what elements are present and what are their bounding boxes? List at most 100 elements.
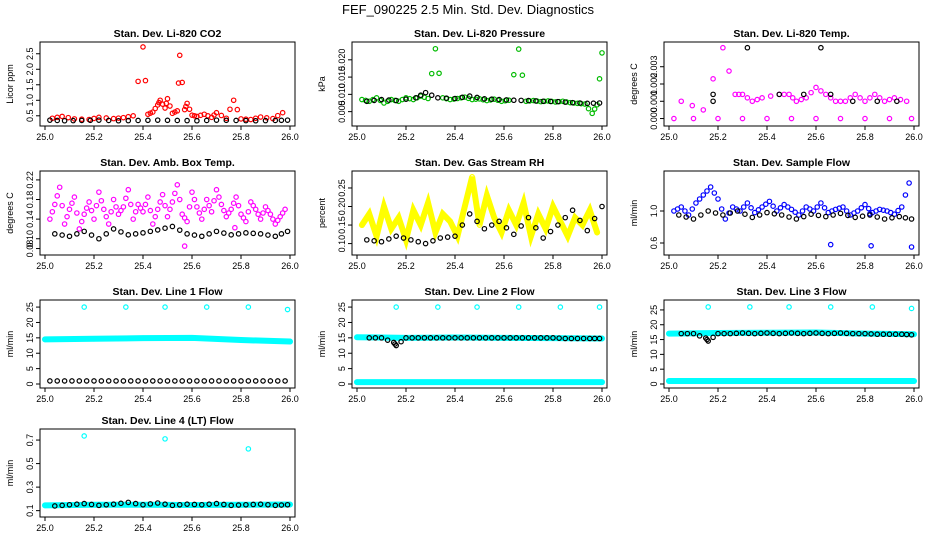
data-point xyxy=(223,115,230,122)
x-tick-label: 25.4 xyxy=(446,261,464,271)
data-point xyxy=(250,501,257,508)
panel-title: Stan. Dev. Line 1 Flow xyxy=(112,286,223,298)
data-point xyxy=(683,214,689,220)
data-point xyxy=(867,212,873,218)
data-point xyxy=(252,378,259,384)
data-point xyxy=(183,103,189,110)
data-point xyxy=(96,189,102,195)
series-series-black xyxy=(47,117,291,124)
data-point xyxy=(813,330,819,336)
data-point xyxy=(189,112,195,118)
data-point xyxy=(147,228,154,235)
data-point xyxy=(574,335,581,342)
x-tick-label: 26.0 xyxy=(593,132,611,142)
data-point xyxy=(474,218,480,225)
panel-title: Stan. Dev. Amb. Box Temp. xyxy=(100,157,235,169)
data-point xyxy=(889,215,895,221)
data-point xyxy=(47,117,53,123)
y-tick-label: 0.08 xyxy=(25,240,35,258)
data-point xyxy=(781,201,787,208)
data-point xyxy=(206,501,212,507)
data-point xyxy=(464,335,471,341)
data-point xyxy=(213,500,220,507)
y-tick-label: 0 xyxy=(649,381,659,386)
data-point xyxy=(199,216,205,222)
data-point xyxy=(537,335,544,341)
data-point xyxy=(874,98,881,105)
data-point xyxy=(203,117,210,124)
data-point xyxy=(284,228,291,235)
y-tick-label: 2.5 xyxy=(25,47,35,60)
data-point xyxy=(585,105,592,112)
data-point xyxy=(186,106,193,113)
data-point xyxy=(599,50,605,56)
data-point xyxy=(213,117,220,123)
panel-title: Stan. Dev. Line 3 Flow xyxy=(736,286,847,298)
data-point xyxy=(234,106,241,113)
data-point xyxy=(176,52,183,59)
data-point xyxy=(827,304,834,310)
data-point xyxy=(589,110,596,117)
series-band-line xyxy=(42,334,293,345)
series-series-cyan-band xyxy=(42,334,293,345)
data-point xyxy=(764,330,770,336)
data-point xyxy=(118,229,124,235)
data-point xyxy=(147,501,154,507)
series-series-black xyxy=(710,44,900,105)
data-point xyxy=(562,99,569,105)
x-tick-label: 25.4 xyxy=(758,132,776,142)
data-point xyxy=(406,95,413,102)
data-point xyxy=(832,98,839,105)
data-point xyxy=(103,231,110,237)
data-point xyxy=(150,221,156,227)
data-point xyxy=(142,201,149,208)
data-point xyxy=(378,96,385,103)
data-point xyxy=(535,211,542,217)
y-axis-label: degrees C xyxy=(5,192,15,234)
y-tick-label: 1.0 xyxy=(25,94,35,107)
data-point xyxy=(113,204,119,210)
data-point xyxy=(221,230,227,236)
y-axis-label: ml/min xyxy=(317,331,327,358)
data-point xyxy=(125,232,132,238)
data-point xyxy=(727,330,734,337)
data-point xyxy=(199,501,205,508)
data-point xyxy=(831,330,838,337)
data-point xyxy=(776,330,783,337)
series-band-line xyxy=(354,334,605,342)
data-point xyxy=(213,228,220,235)
data-point xyxy=(86,199,92,205)
x-tick-label: 25.6 xyxy=(183,523,201,533)
y-tick-label: 10 xyxy=(25,348,35,358)
data-point xyxy=(403,335,409,341)
data-point xyxy=(813,84,819,91)
panel-6: Stan. Dev. Sample Flow 25.0 25.2 25.4 25.6 25… xyxy=(629,157,923,271)
data-point xyxy=(194,204,200,210)
x-tick-label: 25.8 xyxy=(544,261,562,271)
y-tick-label: 0.003 xyxy=(649,55,659,78)
data-point xyxy=(399,96,406,103)
data-point xyxy=(580,335,587,342)
data-point xyxy=(515,304,522,310)
data-point xyxy=(42,336,48,343)
data-point xyxy=(696,196,703,202)
data-point xyxy=(908,115,915,122)
data-point xyxy=(277,213,284,220)
data-point xyxy=(110,115,117,122)
data-point xyxy=(371,238,377,244)
data-point xyxy=(748,205,754,211)
data-point xyxy=(428,92,435,99)
data-point xyxy=(425,200,431,206)
data-point xyxy=(189,502,195,508)
data-point xyxy=(427,335,434,341)
data-point xyxy=(764,115,770,122)
data-point xyxy=(808,211,814,218)
data-point xyxy=(754,96,761,103)
data-point xyxy=(837,330,844,336)
data-point xyxy=(542,225,549,232)
data-point xyxy=(415,238,422,245)
data-point xyxy=(758,330,764,337)
data-point xyxy=(788,115,795,122)
data-point xyxy=(712,210,719,216)
data-point xyxy=(265,232,271,238)
